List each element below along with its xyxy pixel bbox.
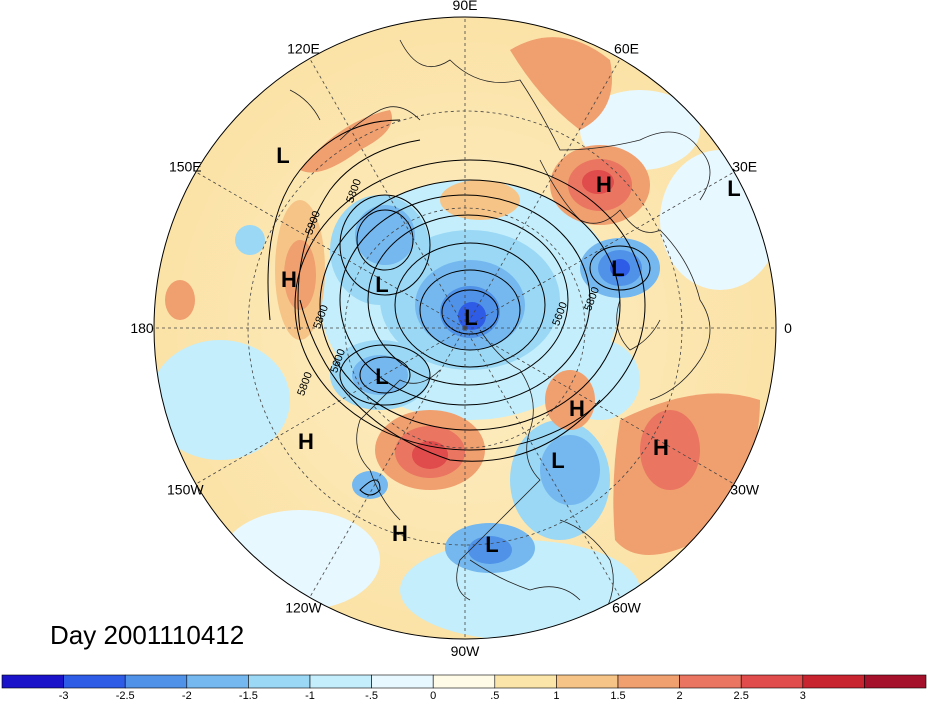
colorbar-tick-label: -1.5 — [239, 690, 258, 702]
longitude-label: 90E — [453, 0, 478, 13]
colorbar-swatch — [802, 674, 865, 689]
longitude-label: 60W — [612, 600, 642, 616]
colorbar-tick-label: 2.5 — [734, 690, 749, 702]
colorbar-tick-label: 2 — [677, 690, 683, 702]
low-pressure-label: L — [485, 532, 498, 557]
colorbar-swatch — [494, 674, 557, 689]
colorbar-swatch — [740, 674, 804, 689]
high-pressure-label: H — [298, 429, 314, 454]
high-pressure-label: H — [596, 172, 612, 197]
low-pressure-label: L — [551, 448, 564, 473]
colorbar-swatch — [679, 674, 742, 689]
colorbar-swatch — [186, 674, 249, 689]
longitude-label: 150W — [167, 482, 204, 498]
coastlines — [289, 39, 711, 621]
longitude-label: 180 — [130, 320, 154, 336]
geopotential-contours — [267, 119, 651, 496]
high-pressure-label: H — [392, 521, 408, 546]
colorbar-tick-label: -2 — [182, 690, 192, 702]
longitude-label: 120E — [287, 40, 320, 56]
colorbar-swatch — [864, 674, 927, 689]
longitude-label: 30E — [732, 159, 757, 175]
high-pressure-label: H — [653, 435, 669, 460]
colorbar-tick-label: .5 — [490, 690, 499, 702]
colorbar-swatch — [124, 674, 188, 689]
colorbar-swatch — [371, 674, 434, 689]
longitude-label: 150E — [169, 159, 202, 175]
longitude-labels: 90E 60E 30E 0 30W 60W 90W 120W 150W 180 150E 120E — [130, 0, 792, 659]
longitude-label: 120W — [285, 600, 322, 616]
low-pressure-label: L — [375, 364, 388, 389]
colorbar-tick-label: -3 — [59, 690, 69, 702]
longitude-label: 90W — [451, 643, 481, 659]
low-pressure-label: L — [464, 305, 477, 330]
colorbar-tick-label: 1 — [553, 690, 559, 702]
pressure-centers: L H L H L L L L H H H L H L — [276, 143, 740, 557]
graticule — [154, 17, 776, 639]
colorbar-tick-label: -1 — [305, 690, 315, 702]
colorbar-swatch — [617, 674, 680, 689]
colorbar-swatch — [432, 674, 496, 689]
colorbar-tick-label: 3 — [800, 690, 806, 702]
low-pressure-label: L — [276, 143, 289, 168]
longitude-label: 60E — [614, 40, 639, 56]
day-title: Day 2001110412 — [50, 620, 245, 650]
high-pressure-label: H — [569, 396, 585, 421]
longitude-label: 0 — [784, 320, 792, 336]
low-pressure-label: L — [611, 256, 624, 281]
colorbar-swatch — [248, 674, 311, 689]
colorbar-swatch — [556, 674, 619, 689]
colorbar-swatch — [1, 674, 64, 689]
low-pressure-label: L — [727, 176, 740, 201]
colorbar-swatch — [309, 674, 372, 689]
colorbar: -3 -2.5 -2 -1.5 -1 -.5 0 .5 1 1.5 2 2.5 3 — [1, 674, 927, 702]
high-pressure-label: H — [281, 267, 297, 292]
colorbar-swatch — [63, 674, 126, 689]
colorbar-tick-label: -.5 — [365, 690, 378, 702]
low-pressure-label: L — [375, 272, 388, 297]
map-border — [153, 16, 777, 640]
colorbar-tick-label: 1.5 — [610, 690, 625, 702]
colorbar-tick-label: -2.5 — [116, 690, 135, 702]
colorbar-tick-label: 0 — [430, 690, 436, 702]
longitude-label: 30W — [730, 482, 760, 498]
